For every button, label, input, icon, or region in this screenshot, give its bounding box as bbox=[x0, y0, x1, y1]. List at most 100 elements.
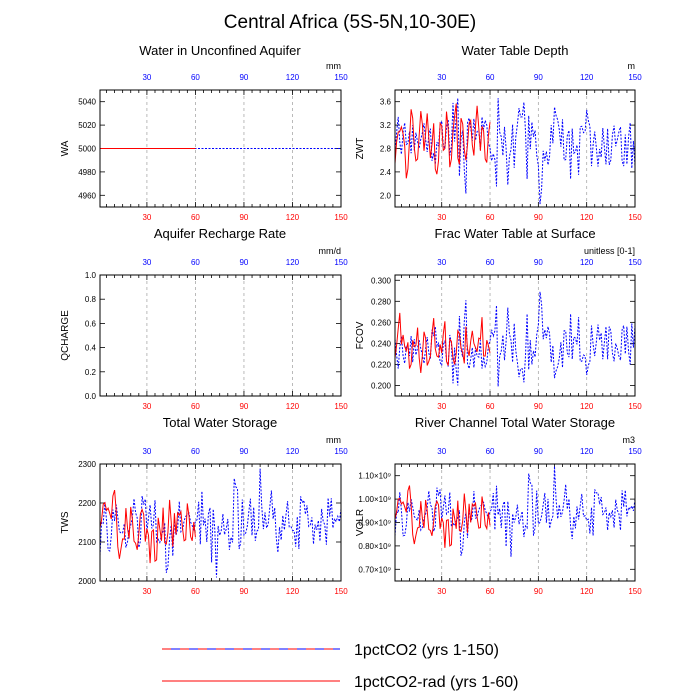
y-tick-label: 0.80×10⁹ bbox=[358, 542, 391, 551]
x-tick-label-bottom: 120 bbox=[580, 213, 594, 222]
series-line-1pctco2-rad bbox=[394, 312, 491, 373]
y-tick-label: 2100 bbox=[78, 538, 96, 547]
y-tick-label: 3.6 bbox=[380, 98, 392, 107]
panel-fcov: Frac Water Table at Surface unitless [0-1… bbox=[355, 226, 642, 411]
x-tick-label-top: 120 bbox=[286, 258, 300, 267]
panels-container: Water in Unconfined Aquifer mm WA 4960 4980 5… bbox=[60, 43, 642, 596]
x-tick-label-top: 60 bbox=[486, 258, 495, 267]
y-tick-label: 0.4 bbox=[85, 344, 97, 353]
x-tick-label-top: 150 bbox=[334, 258, 348, 267]
x-tick-label-top: 150 bbox=[628, 73, 642, 82]
y-tick-label: 0.200 bbox=[371, 381, 392, 390]
y-tick-label: 0.6 bbox=[85, 319, 97, 328]
panel-volr: River Channel Total Water Storagem3VOLR0… bbox=[355, 415, 642, 596]
series-line-1pctco2 bbox=[394, 466, 636, 557]
x-tick-label-bottom: 60 bbox=[191, 213, 200, 222]
unit-label: mm bbox=[326, 61, 341, 71]
y-axis-label: WA bbox=[60, 140, 71, 156]
x-tick-label-top: 150 bbox=[628, 447, 642, 456]
x-tick-label-top: 30 bbox=[142, 447, 151, 456]
x-tick-label-top: 150 bbox=[334, 447, 348, 456]
y-axis-label: QCHARGE bbox=[60, 310, 71, 361]
panel-wa: Water in Unconfined Aquifer mm WA 4960 4980 5… bbox=[60, 43, 348, 222]
x-tick-label-bottom: 60 bbox=[191, 587, 200, 596]
panel-title: River Channel Total Water Storage bbox=[415, 415, 615, 430]
y-tick-label: 0.300 bbox=[371, 276, 392, 285]
x-tick-label-top: 90 bbox=[534, 258, 543, 267]
x-tick-label-top: 60 bbox=[191, 73, 200, 82]
x-tick-label-bottom: 120 bbox=[580, 402, 594, 411]
y-tick-label: 5040 bbox=[78, 98, 96, 107]
y-axis-label: TWS bbox=[60, 511, 71, 534]
panel-title: Aquifer Recharge Rate bbox=[154, 226, 286, 241]
x-tick-label-bottom: 150 bbox=[628, 213, 642, 222]
x-tick-label-bottom: 90 bbox=[239, 213, 248, 222]
x-tick-label-bottom: 60 bbox=[191, 402, 200, 411]
x-tick-label-bottom: 60 bbox=[486, 213, 495, 222]
y-tick-label: 5020 bbox=[78, 121, 96, 130]
series-line-1pctco2-rad bbox=[99, 489, 196, 564]
y-tick-label: 2.8 bbox=[380, 145, 392, 154]
unit-label: mm bbox=[326, 435, 341, 445]
x-tick-label-bottom: 90 bbox=[239, 587, 248, 596]
y-tick-label: 1.00×10⁹ bbox=[358, 495, 391, 504]
x-tick-label-bottom: 30 bbox=[142, 213, 151, 222]
x-tick-label-top: 120 bbox=[580, 73, 594, 82]
series-line-1pctco2 bbox=[394, 291, 636, 387]
y-tick-label: 3.2 bbox=[380, 121, 392, 130]
y-axis-label: VOLR bbox=[355, 509, 366, 536]
plot-frame bbox=[99, 463, 342, 582]
x-tick-label-bottom: 30 bbox=[142, 587, 151, 596]
y-tick-label: 2.4 bbox=[380, 168, 392, 177]
plot-frame bbox=[99, 89, 342, 208]
y-tick-label: 0.90×10⁹ bbox=[358, 519, 391, 528]
x-tick-label-bottom: 90 bbox=[534, 402, 543, 411]
x-tick-label-top: 60 bbox=[486, 73, 495, 82]
panel-title: Water Table Depth bbox=[462, 43, 569, 58]
y-tick-label: 1.0 bbox=[85, 271, 97, 280]
x-tick-label-bottom: 120 bbox=[286, 402, 300, 411]
x-tick-label-bottom: 150 bbox=[628, 587, 642, 596]
y-tick-label: 2000 bbox=[78, 577, 96, 586]
x-tick-label-bottom: 120 bbox=[286, 213, 300, 222]
plot-frame bbox=[394, 463, 636, 582]
panel-qcharge: Aquifer Recharge Rate mm/d QCHARGE 0.0 0.2 0.… bbox=[60, 226, 348, 411]
x-tick-label-top: 90 bbox=[239, 258, 248, 267]
series-line-1pctco2-rad bbox=[394, 485, 491, 548]
y-tick-label: 5000 bbox=[78, 145, 96, 154]
y-tick-label: 2300 bbox=[78, 460, 96, 469]
y-tick-label: 0.70×10⁹ bbox=[358, 565, 391, 574]
x-tick-label-bottom: 30 bbox=[437, 587, 446, 596]
x-tick-label-bottom: 30 bbox=[437, 213, 446, 222]
x-tick-label-top: 90 bbox=[239, 447, 248, 456]
x-tick-label-top: 30 bbox=[142, 258, 151, 267]
y-tick-label: 0.260 bbox=[371, 318, 392, 327]
panel-tws: Total Water Storage mm TWS 2000 2100 2200 2300… bbox=[60, 415, 348, 596]
x-tick-label-bottom: 30 bbox=[437, 402, 446, 411]
x-tick-label-bottom: 150 bbox=[334, 587, 348, 596]
y-axis-label: FCOV bbox=[355, 321, 366, 349]
x-tick-label-top: 90 bbox=[534, 447, 543, 456]
series-line-1pctco2-rad bbox=[394, 103, 491, 179]
x-tick-label-top: 150 bbox=[334, 73, 348, 82]
panel-zwt: Water Table Depth m ZWT 2.0 2.4 2.8 3.2 3.6 30 60… bbox=[355, 43, 642, 222]
y-tick-label: 2200 bbox=[78, 499, 96, 508]
x-tick-label-top: 120 bbox=[286, 73, 300, 82]
panel-title: Water in Unconfined Aquifer bbox=[139, 43, 301, 58]
x-tick-label-top: 60 bbox=[191, 447, 200, 456]
x-tick-label-bottom: 150 bbox=[628, 402, 642, 411]
x-tick-label-top: 30 bbox=[437, 447, 446, 456]
plot-frame bbox=[394, 274, 636, 397]
unit-label: mm/d bbox=[319, 246, 342, 256]
y-tick-label: 4980 bbox=[78, 168, 96, 177]
x-tick-label-top: 30 bbox=[437, 258, 446, 267]
y-tick-label: 0.240 bbox=[371, 339, 392, 348]
figure-title: Central Africa (5S-5N,10-30E) bbox=[224, 12, 476, 33]
x-tick-label-bottom: 30 bbox=[142, 402, 151, 411]
x-tick-label-bottom: 60 bbox=[486, 587, 495, 596]
unit-label: unitless [0-1] bbox=[584, 246, 635, 256]
legend: 1pctCO2 (yrs 1-150) 1pctCO2-rad (yrs 1-6… bbox=[162, 642, 519, 691]
x-tick-label-bottom: 90 bbox=[534, 587, 543, 596]
panel-title: Frac Water Table at Surface bbox=[434, 226, 595, 241]
